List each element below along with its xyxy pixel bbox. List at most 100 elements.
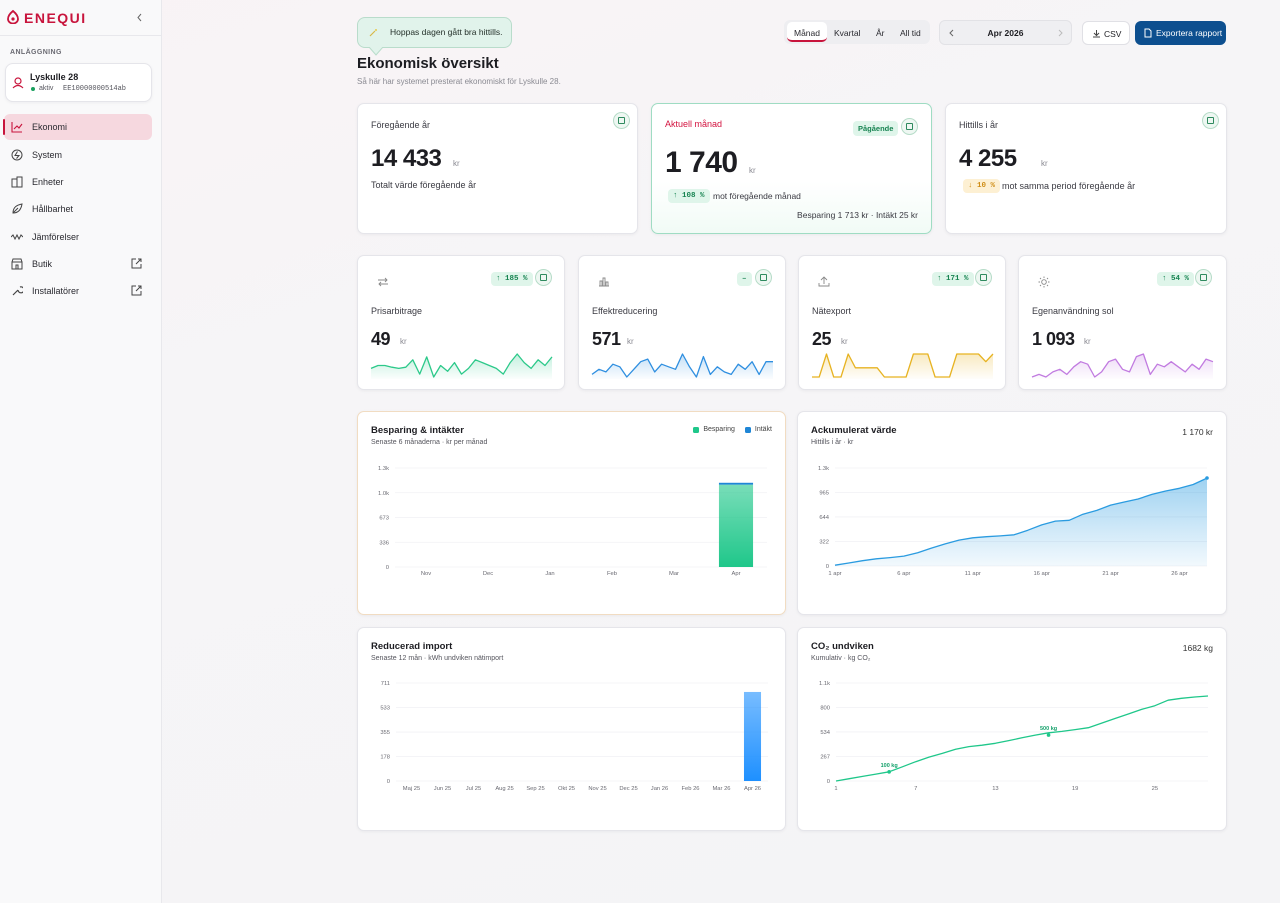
month-picker: Apr 2026	[939, 20, 1072, 45]
next-button[interactable]	[1057, 29, 1063, 37]
nav-icon	[11, 258, 23, 270]
x-tick-label: 19	[1072, 786, 1078, 792]
x-tick-label: Dec 25	[619, 786, 637, 792]
chart-title: Reducerad import	[371, 641, 453, 652]
kpi-value: 1 740	[665, 146, 738, 179]
sparkline-line	[370, 353, 553, 378]
y-tick-label: 355	[380, 730, 390, 736]
kpi-note: mot samma period föregående år	[1002, 181, 1136, 191]
x-tick-label: Jan	[545, 571, 554, 577]
y-tick-label: 534	[820, 730, 830, 736]
sparkline-area	[371, 354, 552, 379]
period-option[interactable]: Kvartal	[834, 28, 861, 38]
nav-item[interactable]: Ekonomi	[3, 114, 152, 140]
x-tick-label: Feb 26	[681, 786, 699, 792]
y-tick-label: 1.3k	[818, 466, 829, 472]
chart-toggle[interactable]	[1202, 112, 1219, 129]
metric-label: Effektreducering	[592, 306, 658, 316]
csv-label: CSV	[1104, 29, 1122, 39]
nav-item[interactable]: Installatörer	[4, 278, 152, 304]
y-tick-label: 533	[380, 706, 390, 712]
metric-card: – Effektreducering 571 kr	[578, 255, 786, 390]
x-tick-label: Okt 25	[558, 786, 575, 792]
chart-toggle[interactable]	[901, 118, 918, 135]
y-tick-label: 0	[386, 565, 389, 571]
nav-label: Installatörer	[32, 286, 80, 296]
legend-item[interactable]: Intäkt	[744, 426, 772, 433]
chart: 0 336 673 1.0k 1.3k Nov Dec Jan Feb Mar Apr	[378, 466, 767, 577]
kpi-card: Aktuell månad Pågående 1 740 kr ↑ 108 % …	[651, 103, 932, 234]
export-label: Exportera rapport	[1156, 28, 1223, 38]
metric-value: 49	[371, 329, 391, 349]
legend-swatch	[693, 426, 700, 433]
chart-total: 1682 kg	[1182, 643, 1213, 653]
change-badge: –	[737, 272, 752, 286]
divider	[0, 35, 161, 36]
period-selector: Månad Kvartal År All tid	[784, 20, 930, 44]
section-label: ANLÄGGNING	[10, 49, 62, 56]
y-tick-label: 965	[819, 491, 829, 497]
y-tick-label: 644	[819, 515, 829, 521]
period-option[interactable]: All tid	[900, 28, 921, 38]
nav-item[interactable]: Hållbarhet	[4, 196, 152, 222]
nav-label: Hållbarhet	[32, 204, 74, 214]
y-tick-label: 800	[820, 706, 830, 712]
metric-unit: kr	[627, 337, 634, 346]
sparkline-line	[812, 353, 994, 378]
kpi-label: Hittills i år	[959, 120, 999, 130]
chart-toggle[interactable]	[613, 112, 630, 129]
chart-toggle[interactable]	[975, 269, 992, 286]
x-tick-label: 21 apr	[1102, 571, 1119, 577]
external-link-icon	[131, 258, 142, 269]
y-tick-label: 1.0k	[378, 491, 389, 497]
chart: 0 267 534 800 1.1k 1 7 13 19 25 100 kg 500 kg	[819, 681, 1209, 792]
chart-toggle[interactable]	[535, 269, 552, 286]
metric-icon	[818, 276, 830, 287]
nav-icon	[11, 122, 23, 133]
y-tick-label: 1.1k	[819, 681, 830, 687]
y-tick-label: 267	[820, 754, 830, 760]
period-option[interactable]: Månad	[794, 28, 820, 38]
x-tick-label: Feb	[607, 571, 617, 577]
kpi-label: Föregående år	[371, 120, 431, 130]
metric-label: Nätexport	[812, 306, 852, 316]
nav-item[interactable]: Jämförelser	[4, 224, 152, 250]
site-card[interactable]: Lyskulle 28 aktiv EE10000000514ab	[5, 63, 152, 102]
csv-button[interactable]: CSV	[1082, 21, 1130, 45]
chart-toggle[interactable]	[1195, 269, 1212, 286]
kpi-unit: kr	[749, 166, 756, 175]
nav-item[interactable]: Enheter	[4, 169, 152, 195]
x-tick-label: Mar	[669, 571, 679, 577]
metric-card: ↑ 171 % Nätexport 25 kr	[798, 255, 1006, 390]
bar	[718, 484, 754, 567]
nav-item[interactable]: System	[4, 142, 152, 168]
chart-title: Ackumulerat värde	[811, 425, 897, 436]
x-tick-label: 26 apr	[1171, 571, 1188, 577]
nav-item[interactable]: Butik	[4, 251, 152, 277]
y-tick-label: 0	[387, 779, 390, 785]
status-dot	[31, 87, 35, 91]
site-name: Lyskulle 28	[30, 72, 79, 82]
sparkline-line	[591, 353, 773, 378]
nav-icon	[11, 176, 23, 188]
x-tick-label: Sep 25	[526, 786, 544, 792]
legend-item[interactable]: Besparing	[693, 426, 735, 433]
y-tick-label: 0	[827, 779, 830, 785]
prev-button[interactable]	[949, 29, 955, 37]
y-tick-label: 0	[826, 564, 829, 570]
chart-title: Besparing & intäkter	[371, 425, 464, 436]
kpi-label: Aktuell månad	[665, 119, 723, 129]
period-option[interactable]: År	[876, 28, 885, 38]
nav-icon	[11, 149, 23, 161]
site-status: aktiv	[39, 85, 54, 92]
chart-toggle[interactable]	[755, 269, 772, 286]
x-tick-label: Aug 25	[495, 786, 513, 792]
download-icon	[1093, 30, 1100, 38]
chart-total: 1 170 kr	[1182, 427, 1213, 437]
export-button[interactable]: Exportera rapport	[1135, 21, 1226, 45]
y-tick-label: 322	[819, 539, 829, 545]
status-badge: Pågående	[853, 121, 899, 136]
sparkline	[1031, 353, 1214, 379]
metric-card: ↑ 54 % Egenanvändning sol 1 093 kr	[1018, 255, 1227, 390]
collapse-button[interactable]	[136, 13, 144, 22]
